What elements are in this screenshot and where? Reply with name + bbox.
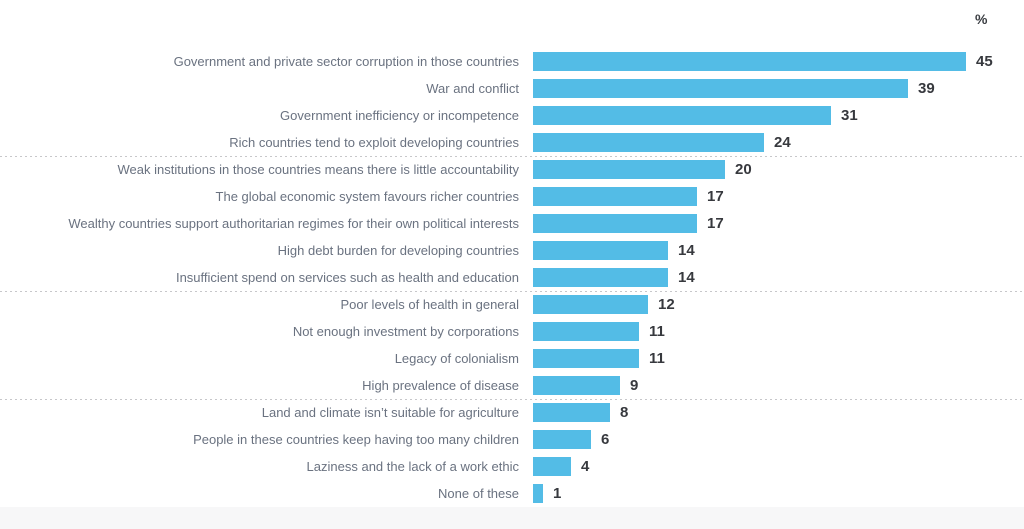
bar-group: Government and private sector corruption… (0, 48, 1024, 156)
category-label: Weak institutions in those countries mea… (117, 162, 519, 177)
bar-track: 14 (533, 237, 1024, 264)
bar-group: Weak institutions in those countries mea… (0, 156, 1024, 291)
bar-groups: Government and private sector corruption… (0, 48, 1024, 507)
bar-row: Rich countries tend to exploit developin… (0, 129, 1024, 156)
bar-track: 9 (533, 372, 1024, 399)
category-label: Rich countries tend to exploit developin… (229, 135, 519, 150)
bar (533, 295, 648, 314)
bar (533, 484, 543, 503)
bar-track: 11 (533, 318, 1024, 345)
bar-group: Land and climate isn’t suitable for agri… (0, 399, 1024, 507)
bar (533, 160, 725, 179)
value-label: 14 (678, 269, 695, 286)
category-label: Government inefficiency or incompetence (280, 108, 519, 123)
bar (533, 403, 610, 422)
bar (533, 52, 966, 71)
value-label: 14 (678, 242, 695, 259)
bar-track: 11 (533, 345, 1024, 372)
value-label: 17 (707, 215, 724, 232)
category-label: None of these (438, 486, 519, 501)
value-label: 1 (553, 485, 562, 502)
bar-track: 45 (533, 48, 1024, 75)
value-label: 45 (976, 53, 993, 70)
value-label: 11 (649, 350, 665, 367)
bar-row: High prevalence of disease 9 (0, 372, 1024, 399)
category-label: The global economic system favours riche… (215, 189, 519, 204)
bar-track: 6 (533, 426, 1024, 453)
bar-track: 20 (533, 156, 1024, 183)
bar-group: Poor levels of health in general 12 Not en… (0, 291, 1024, 399)
category-label: Government and private sector corruption… (173, 54, 519, 69)
bar-row: War and conflict 39 (0, 75, 1024, 102)
bar (533, 457, 571, 476)
value-label: 31 (841, 107, 858, 124)
category-label: Poor levels of health in general (340, 297, 519, 312)
value-label: 12 (658, 296, 675, 313)
category-label: Not enough investment by corporations (292, 324, 519, 339)
bar-track: 39 (533, 75, 1024, 102)
bar-row: Land and climate isn’t suitable for agri… (0, 399, 1024, 426)
bar-row: People in these countries keep having to… (0, 426, 1024, 453)
bar (533, 322, 639, 341)
value-label: 17 (707, 188, 724, 205)
value-label: 20 (735, 161, 752, 178)
bar-row: The global economic system favours riche… (0, 183, 1024, 210)
bar-row: Poor levels of health in general 12 (0, 291, 1024, 318)
bar-track: 4 (533, 453, 1024, 480)
bar-track: 1 (533, 480, 1024, 507)
bar (533, 133, 764, 152)
bar (533, 349, 639, 368)
bar (533, 268, 668, 287)
category-label: Legacy of colonialism (394, 351, 519, 366)
value-label: 4 (581, 458, 590, 475)
category-label: People in these countries keep having to… (193, 432, 519, 447)
bar-track: 17 (533, 210, 1024, 237)
bar-track: 31 (533, 102, 1024, 129)
bar-row: Weak institutions in those countries mea… (0, 156, 1024, 183)
category-label: War and conflict (426, 81, 519, 96)
bar-row: Insufficient spend on services such as h… (0, 264, 1024, 291)
bar-row: Laziness and the lack of a work ethic 4 (0, 453, 1024, 480)
bar-row: Government inefficiency or incompetence 3… (0, 102, 1024, 129)
bar-track: 8 (533, 399, 1024, 426)
bar (533, 187, 697, 206)
value-label: 39 (918, 80, 935, 97)
bar-track: 17 (533, 183, 1024, 210)
bar (533, 214, 697, 233)
bar (533, 376, 620, 395)
bar (533, 241, 668, 260)
bar (533, 79, 908, 98)
bar-track: 14 (533, 264, 1024, 291)
value-label: 9 (630, 377, 639, 394)
bar-row: High debt burden for developing countrie… (0, 237, 1024, 264)
bar-row: Wealthy countries support authoritarian … (0, 210, 1024, 237)
category-label: Laziness and the lack of a work ethic (306, 459, 519, 474)
category-label: Land and climate isn’t suitable for agri… (261, 405, 519, 420)
value-label: 6 (601, 431, 610, 448)
bar-row: Government and private sector corruption… (0, 48, 1024, 75)
unit-label: % (975, 11, 988, 27)
value-label: 24 (774, 134, 791, 151)
bar (533, 106, 831, 125)
bar-track: 24 (533, 129, 1024, 156)
category-label: High prevalence of disease (362, 378, 519, 393)
category-label: Wealthy countries support authoritarian … (68, 216, 519, 231)
bar-row: Not enough investment by corporations 11 (0, 318, 1024, 345)
bar-row: Legacy of colonialism 11 (0, 345, 1024, 372)
bar-track: 12 (533, 291, 1024, 318)
bottom-band (0, 507, 1024, 529)
bar-row: None of these 1 (0, 480, 1024, 507)
category-label: Insufficient spend on services such as h… (175, 270, 519, 285)
value-label: 8 (620, 404, 629, 421)
category-label: High debt burden for developing countrie… (277, 243, 519, 258)
value-label: 11 (649, 323, 665, 340)
bar (533, 430, 591, 449)
